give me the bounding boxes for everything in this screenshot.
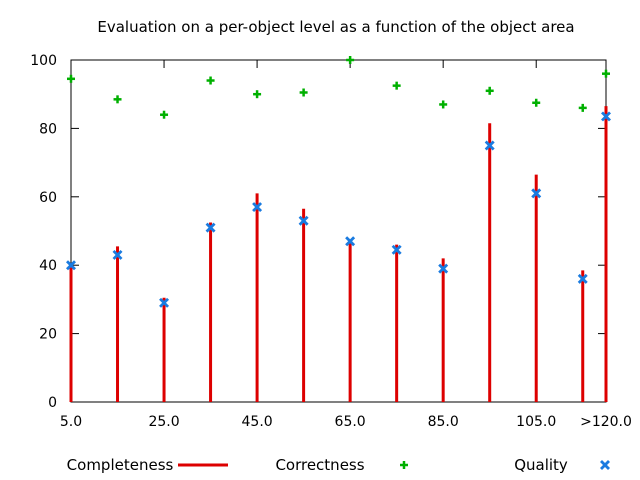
correctness-point xyxy=(578,103,587,112)
chart-title: Evaluation on a per-object level as a fu… xyxy=(97,18,574,36)
quality-point xyxy=(112,249,123,260)
quality-point xyxy=(345,236,356,247)
correctness-point xyxy=(299,88,308,97)
quality-point xyxy=(531,188,542,199)
correctness-point xyxy=(602,69,610,78)
correctness-point xyxy=(392,81,401,90)
x-tick-label: 65.0 xyxy=(335,414,366,430)
y-tick-label: 100 xyxy=(30,53,57,69)
legend-label-correctness: Correctness xyxy=(275,456,364,474)
quality-point xyxy=(159,297,170,308)
x-tick-label: >120.0 xyxy=(580,414,632,430)
x-tick-label: 25.0 xyxy=(148,414,179,430)
correctness-point xyxy=(113,95,122,104)
correctness-point xyxy=(160,110,169,119)
correctness-point xyxy=(253,90,262,99)
legend-swatch-correctness xyxy=(400,461,408,469)
y-tick-label: 0 xyxy=(48,395,57,411)
correctness-point xyxy=(485,86,494,95)
cross-b xyxy=(484,140,495,151)
quality-point xyxy=(391,244,402,255)
x-tick-label: 105.0 xyxy=(516,414,556,430)
cross-b xyxy=(298,215,309,226)
correctness-point xyxy=(532,98,541,107)
plot-area: 0 20 40 60 80 100 5.0 25.0 45.0 65.0 85.0 105.0 >120… xyxy=(30,53,632,430)
quality-point xyxy=(601,111,611,122)
quality-point xyxy=(252,202,263,213)
y-tick-label: 80 xyxy=(39,121,57,137)
cross-b xyxy=(159,297,170,308)
correctness-point xyxy=(346,56,355,64)
quality-point xyxy=(438,263,449,274)
legend: Completeness Correctness Quality xyxy=(67,456,610,474)
cross-b xyxy=(345,236,356,247)
cross-b xyxy=(531,188,542,199)
y-tick-label: 60 xyxy=(39,190,57,206)
plot-frame xyxy=(70,59,607,403)
correctness-point xyxy=(439,100,448,109)
quality-point xyxy=(577,273,588,284)
cross-b xyxy=(391,244,402,255)
y-tick-label: 40 xyxy=(39,258,57,274)
quality-point xyxy=(205,222,216,233)
x-tick-label: 45.0 xyxy=(242,414,273,430)
quality-point xyxy=(66,260,76,271)
x-tick-label: 5.0 xyxy=(60,414,82,430)
quality-point xyxy=(298,215,309,226)
cross-b xyxy=(600,460,610,470)
legend-label-completeness: Completeness xyxy=(67,456,174,474)
legend-swatch-quality xyxy=(600,460,610,470)
cross-b xyxy=(438,263,449,274)
quality-point xyxy=(484,140,495,151)
correctness-point xyxy=(67,74,75,83)
cross-b xyxy=(577,273,588,284)
legend-label-quality: Quality xyxy=(514,456,568,474)
y-tick-label: 20 xyxy=(39,327,57,343)
cross-b xyxy=(601,111,611,122)
correctness-point xyxy=(206,76,215,85)
x-tick-label: 85.0 xyxy=(428,414,459,430)
cross-b xyxy=(66,260,76,271)
cross-b xyxy=(252,202,263,213)
cross-b xyxy=(112,249,123,260)
cross-b xyxy=(205,222,216,233)
